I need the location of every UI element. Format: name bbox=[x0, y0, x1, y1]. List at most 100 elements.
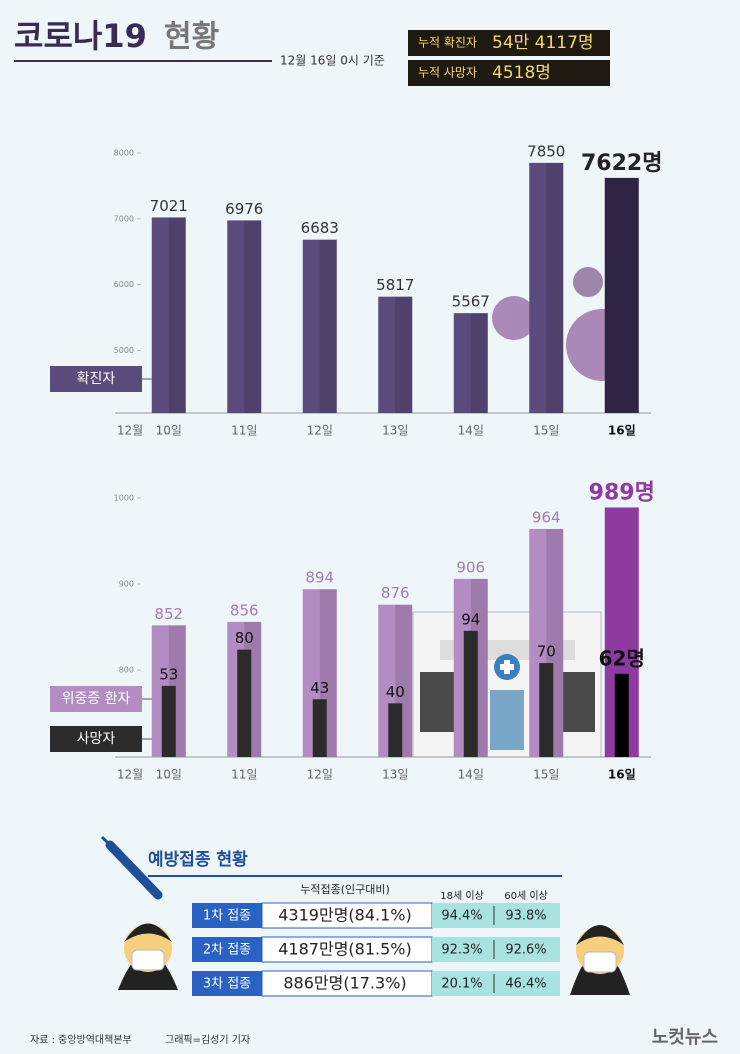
title-main: 코로나19 bbox=[14, 17, 147, 55]
value-label: 7622명 bbox=[581, 151, 662, 176]
legend-swatch bbox=[50, 366, 142, 392]
bar-shade bbox=[168, 217, 186, 413]
x-tick-label: 15일 bbox=[533, 424, 559, 438]
cell: 92.3% bbox=[441, 943, 482, 958]
bar bbox=[378, 296, 413, 413]
x-tick-label: 14일 bbox=[458, 768, 484, 782]
value-label: 5817 bbox=[376, 276, 414, 294]
legend-label: 사망자 bbox=[77, 731, 116, 747]
bar-shade bbox=[470, 313, 488, 413]
vaccination-table bbox=[192, 902, 560, 997]
credit: 그래픽=김성기 기자 bbox=[165, 1034, 250, 1046]
legend-swatch bbox=[50, 686, 142, 712]
x-axis-label: 12월 bbox=[117, 424, 143, 438]
summary-box bbox=[408, 60, 610, 86]
bar-shade bbox=[395, 296, 413, 413]
x-tick-label: 16일 bbox=[608, 768, 636, 782]
y-tick-label: 6000 bbox=[114, 280, 134, 289]
value-label: 852 bbox=[154, 605, 183, 623]
vaccination-title: 예방접종 현황 bbox=[148, 850, 248, 870]
bar bbox=[463, 630, 478, 757]
legend-label: 확진자 bbox=[77, 371, 116, 387]
face-icon bbox=[570, 925, 630, 995]
legend-swatch bbox=[50, 726, 142, 752]
bar bbox=[604, 177, 639, 413]
bar bbox=[302, 239, 337, 413]
x-axis-label: 12월 bbox=[117, 768, 143, 782]
x-tick-label: 15일 bbox=[533, 768, 559, 782]
summary-value: 4518명 bbox=[492, 63, 551, 83]
x-tick-label: 13일 bbox=[382, 768, 408, 782]
y-tick-label: 1000 bbox=[114, 494, 134, 503]
x-tick-label: 11일 bbox=[231, 768, 257, 782]
bar bbox=[529, 162, 564, 413]
legend-label: 위중증 환자 bbox=[62, 691, 131, 707]
value-label: 876 bbox=[381, 584, 410, 602]
x-tick-label: 13일 bbox=[382, 424, 408, 438]
value-label: 964 bbox=[532, 508, 561, 526]
value-label: 7021 bbox=[150, 197, 188, 215]
summary-label: 누적 사망자 bbox=[418, 66, 477, 80]
summary-box bbox=[408, 30, 610, 56]
column-header: 60세 이상 bbox=[504, 890, 548, 902]
title-sub: 현황 bbox=[164, 20, 219, 55]
bar-shade bbox=[319, 239, 337, 413]
value-label: 906 bbox=[456, 558, 485, 576]
source: 자료 : 중앙방역대책본부 bbox=[30, 1034, 132, 1046]
logo: 노컷뉴스 bbox=[652, 1027, 718, 1048]
summary-label: 누적 확진자 bbox=[418, 36, 477, 50]
value-label: 6976 bbox=[225, 200, 263, 218]
x-tick-label: 10일 bbox=[156, 424, 182, 438]
bar bbox=[388, 703, 403, 757]
bar bbox=[614, 673, 629, 757]
date: 12월 16일 0시 기준 bbox=[280, 54, 385, 68]
cell: 46.4% bbox=[505, 977, 546, 992]
summary-value: 54만 4117명 bbox=[492, 33, 594, 53]
x-tick-label: 16일 bbox=[608, 424, 636, 438]
y-tick-label: 8000 bbox=[114, 149, 134, 158]
value-label: 94 bbox=[461, 610, 480, 628]
x-tick-label: 12일 bbox=[307, 424, 333, 438]
bar bbox=[312, 699, 327, 757]
value-label: 40 bbox=[386, 683, 405, 701]
column-header: 18세 이상 bbox=[440, 890, 484, 902]
x-tick-label: 11일 bbox=[231, 424, 257, 438]
value-label: 894 bbox=[305, 569, 334, 587]
y-tick-label: 5000 bbox=[114, 346, 134, 355]
y-tick-label: 7000 bbox=[114, 214, 134, 223]
x-tick-label: 12일 bbox=[307, 768, 333, 782]
value-label: 989명 bbox=[589, 480, 655, 505]
value-label: 53 bbox=[159, 665, 178, 683]
bar bbox=[151, 217, 186, 413]
bar bbox=[539, 663, 554, 757]
cell: 4319만명(84.1%) bbox=[278, 906, 411, 925]
value-label: 43 bbox=[310, 679, 329, 697]
cell: 94.4% bbox=[441, 909, 482, 924]
value-label: 856 bbox=[230, 601, 259, 619]
value-label: 70 bbox=[537, 643, 556, 661]
row-label: 2차 접종 bbox=[203, 943, 251, 958]
value-label: 80 bbox=[235, 629, 254, 647]
cell: 93.8% bbox=[505, 909, 546, 924]
face-icon bbox=[118, 923, 178, 990]
value-label: 62명 bbox=[599, 646, 645, 670]
bar bbox=[237, 649, 252, 757]
x-tick-label: 14일 bbox=[458, 424, 484, 438]
bar bbox=[227, 220, 262, 413]
hospital-decoration bbox=[412, 611, 602, 758]
value-label: 6683 bbox=[301, 219, 339, 237]
cell: 886만명(17.3%) bbox=[283, 974, 406, 993]
bar-shade bbox=[546, 162, 564, 413]
cell: 20.1% bbox=[441, 977, 482, 992]
value-label: 5567 bbox=[452, 293, 490, 311]
column-header: 누적접종(인구대비) bbox=[300, 883, 390, 896]
row-label: 3차 접종 bbox=[203, 977, 251, 992]
y-tick-label: 900 bbox=[119, 580, 134, 589]
y-tick-label: 800 bbox=[119, 666, 134, 675]
bar-shade bbox=[244, 220, 262, 413]
syringe-icon bbox=[100, 835, 163, 900]
bar bbox=[453, 313, 488, 413]
row-label: 1차 접종 bbox=[203, 909, 251, 924]
bar bbox=[161, 685, 176, 757]
